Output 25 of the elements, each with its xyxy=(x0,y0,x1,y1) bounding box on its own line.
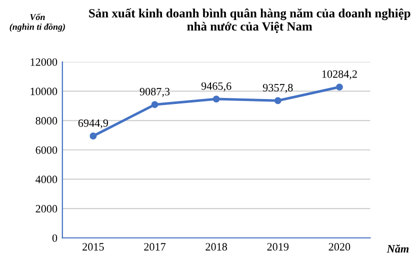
data-label: 6944,9 xyxy=(78,119,108,128)
data-label: 9357,8 xyxy=(262,84,293,94)
data-label: 9465,6 xyxy=(201,82,232,92)
y-tick-label: 6000 xyxy=(36,146,58,154)
y-axis-title: Vốn (nghìn tỉ đồng) xyxy=(10,13,65,32)
point xyxy=(212,96,220,103)
data-label: 9087,3 xyxy=(140,88,170,97)
y-tick-label: 2000 xyxy=(36,205,58,213)
x-tick-label: 2017 xyxy=(144,243,166,251)
point xyxy=(336,84,343,91)
y-tick-label: 0 xyxy=(52,234,58,242)
x-tick-label: 2015 xyxy=(82,243,104,251)
point xyxy=(151,101,158,108)
x-tick-label: 2019 xyxy=(267,243,289,251)
y-tick-label: 8000 xyxy=(36,117,58,125)
y-tick-label: 12000 xyxy=(30,58,58,66)
data-label: 10284,2 xyxy=(322,70,357,80)
y-tick-label: 4000 xyxy=(36,176,58,184)
x-tick-label: 2018 xyxy=(206,243,228,251)
y-tick-label: 10000 xyxy=(30,88,58,96)
point xyxy=(90,132,97,140)
point xyxy=(274,97,282,104)
x-tick-label: 2020 xyxy=(328,243,350,251)
x-axis-title: Năm xyxy=(386,244,409,253)
chart-title: Sản xuất kinh doanh bình quân hàng năm của doanh nghiệp nhà nước của Việt Nam xyxy=(89,8,410,33)
